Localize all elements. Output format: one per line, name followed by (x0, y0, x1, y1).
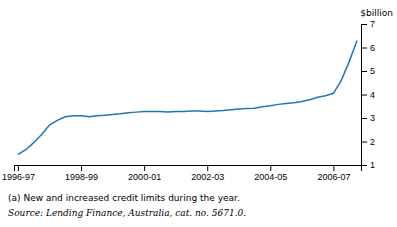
tick-mark (207, 165, 208, 171)
tick: 5 (361, 66, 375, 76)
tick-label: 4 (370, 90, 375, 100)
tick: 2 (361, 137, 375, 147)
x-axis: 1996-97 1998-99 2000-01 2002-03 2004-05 2006-… (2, 165, 362, 182)
tick-label: 1996-97 (2, 172, 35, 182)
tick: 1998-99 (65, 165, 98, 182)
tick: 2002-03 (191, 165, 224, 182)
tick: 1996-97 (2, 165, 35, 182)
tick-label: 2004-05 (254, 172, 287, 182)
plot-area: 1996-97 1998-99 2000-01 2002-03 2004-05 2006-… (2, 19, 375, 182)
axis-domain (15, 166, 362, 172)
axis-title: $billion (360, 8, 393, 18)
tick-label: 2006-07 (317, 172, 350, 182)
axis-domain (362, 25, 368, 166)
tick-mark (270, 165, 271, 171)
tick-label: 2 (370, 137, 375, 147)
footnote: (a) New and increased credit limits duri… (8, 193, 240, 203)
tick-label: 2002-03 (191, 172, 224, 182)
tick-mark (361, 24, 367, 25)
line (18, 40, 357, 154)
marks (18, 40, 357, 154)
y-axis: 1 2 3 4 5 6 7 (361, 19, 375, 170)
tick-label: 1 (370, 160, 375, 170)
tick-mark (361, 48, 367, 49)
tick: 1 (361, 160, 375, 170)
tick-label: 1998-99 (65, 172, 98, 182)
tick: 2000-01 (128, 165, 161, 182)
tick-mark (361, 118, 367, 119)
chart: 1996-97 1998-99 2000-01 2002-03 2004-05 2006-… (0, 0, 397, 227)
tick: 4 (361, 90, 375, 100)
tick-label: 3 (370, 113, 375, 123)
tick-mark (81, 165, 82, 171)
tick: 2004-05 (254, 165, 287, 182)
tick-label: 7 (370, 19, 375, 29)
tick-mark (18, 165, 19, 171)
tick-mark (361, 165, 367, 166)
tick-mark (333, 165, 334, 171)
tick: 6 (361, 43, 375, 53)
footnote: Source: Lending Finance, Australia, cat.… (8, 208, 246, 218)
tick-label: 5 (370, 66, 375, 76)
tick-mark (144, 165, 145, 171)
tick-label: 6 (370, 43, 375, 53)
tick-mark (361, 142, 367, 143)
tick-mark (361, 95, 367, 96)
tick: 7 (361, 19, 375, 29)
tick-mark (361, 71, 367, 72)
tick-label: 2000-01 (128, 172, 161, 182)
tick: 3 (361, 113, 375, 123)
tick: 2006-07 (317, 165, 350, 182)
